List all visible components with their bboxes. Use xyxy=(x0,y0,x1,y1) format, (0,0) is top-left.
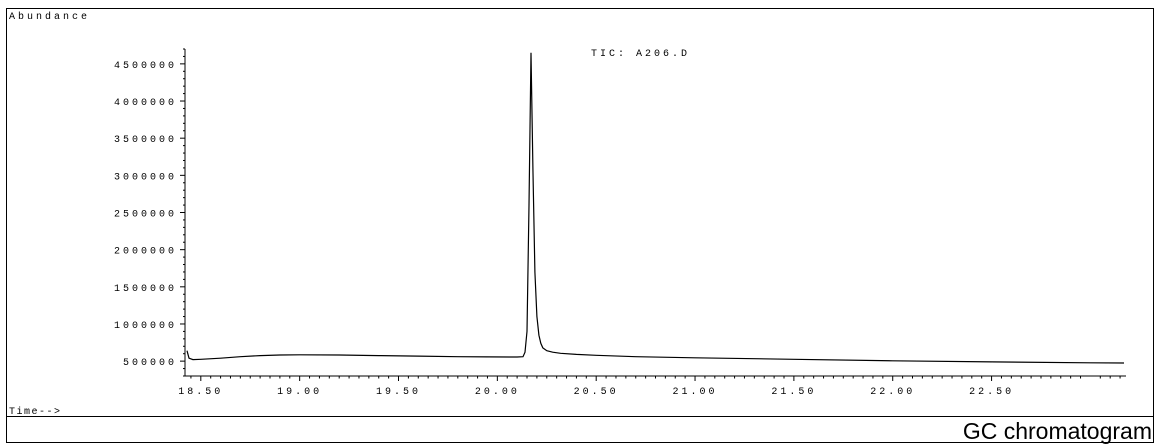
x-tick-label: 22.50 xyxy=(969,387,1014,398)
y-tick-label: 3000000 xyxy=(114,172,177,183)
y-tick-label: 1500000 xyxy=(114,284,177,295)
x-axis-label: Time--> xyxy=(9,406,62,418)
x-ticks: 18.50 19.00 19.50 20.00 20.50 21.00 21.50 22.00… xyxy=(178,376,1121,398)
x-tick-label: 19.50 xyxy=(376,387,421,398)
tic-series-line xyxy=(186,52,1125,364)
x-tick-label: 22.00 xyxy=(870,387,915,398)
x-tick-label: 21.00 xyxy=(673,387,718,398)
x-tick-label: 21.50 xyxy=(771,387,816,398)
chart-frame xyxy=(6,8,1154,443)
y-ticks: 500000 1000000 1500000 2000000 2500000 300000… xyxy=(114,48,185,369)
x-tick-label: 20.00 xyxy=(475,387,520,398)
caption-divider xyxy=(6,416,1154,417)
y-tick-label: 4000000 xyxy=(114,98,177,109)
y-tick-label: 500000 xyxy=(123,358,177,369)
y-tick-label: 1000000 xyxy=(114,321,177,332)
x-tick-label: 19.00 xyxy=(277,387,322,398)
y-tick-label: 2000000 xyxy=(114,247,177,258)
x-tick-label: 20.50 xyxy=(574,387,619,398)
y-axis-label: Abundance xyxy=(9,11,90,23)
y-tick-label: 3500000 xyxy=(114,135,177,146)
y-tick-label: 4500000 xyxy=(114,61,177,72)
figure-caption: GC chromatogram xyxy=(962,418,1152,444)
y-tick-label: 2500000 xyxy=(114,210,177,221)
chart-title: TIC: A206.D xyxy=(591,49,690,60)
x-tick-label: 18.50 xyxy=(178,387,223,398)
